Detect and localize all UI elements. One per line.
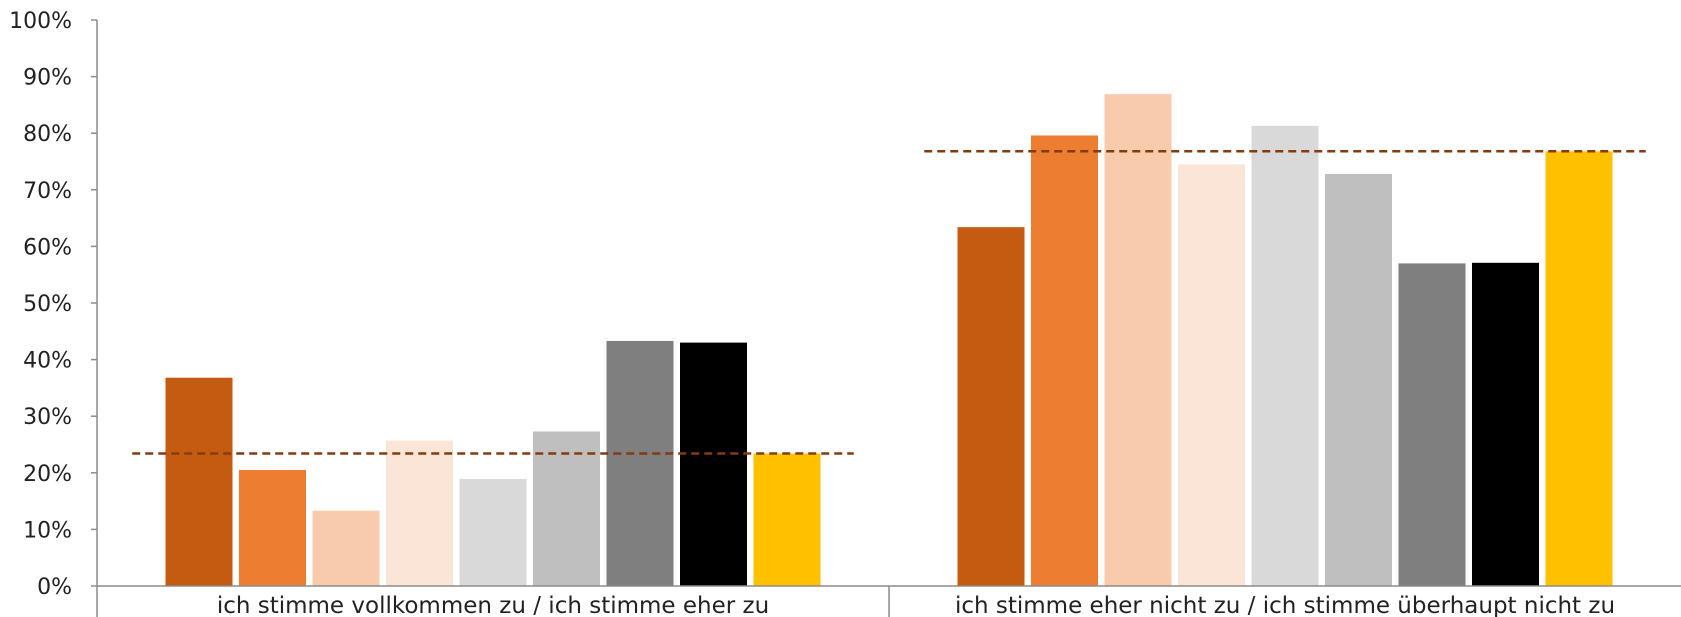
y-tick-label: 100% xyxy=(9,9,72,34)
bar-s7-c2 xyxy=(1398,263,1466,586)
bar-s8-c2 xyxy=(1472,262,1539,586)
bar-s6-c1 xyxy=(533,431,600,586)
bars-layer xyxy=(165,94,1613,587)
x-category-label: ich stimme eher nicht zu / ich stimme üb… xyxy=(955,593,1615,617)
reference-lines-layer xyxy=(132,150,1646,455)
bar-s9-c1 xyxy=(753,453,821,586)
x-category-label: ich stimme vollkommen zu / ich stimme eh… xyxy=(217,593,769,617)
bar-s5-c1 xyxy=(459,479,527,586)
y-tick-label: 10% xyxy=(23,518,72,543)
bar-s2-c2 xyxy=(1031,135,1098,587)
bar-s4-c1 xyxy=(386,440,453,586)
bar-s9-c2 xyxy=(1545,151,1613,586)
y-tick-label: 40% xyxy=(23,349,72,374)
bar-s1-c1 xyxy=(165,377,233,586)
bar-s2-c1 xyxy=(239,469,306,586)
y-tick-label: 30% xyxy=(23,405,72,430)
y-tick-label: 80% xyxy=(23,122,72,147)
y-tick-label: 20% xyxy=(23,462,72,487)
bar-s7-c1 xyxy=(606,340,674,586)
bar-s3-c2 xyxy=(1104,94,1172,586)
bar-s1-c2 xyxy=(957,227,1025,586)
y-tick-label: 90% xyxy=(23,66,72,91)
y-tick-label: 60% xyxy=(23,235,72,260)
y-tick-label: 50% xyxy=(23,292,72,317)
bar-s8-c1 xyxy=(680,342,747,586)
y-tick-label: 0% xyxy=(37,575,72,600)
bar-s4-c2 xyxy=(1178,164,1245,586)
y-tick-label: 70% xyxy=(23,179,72,204)
bar-s5-c2 xyxy=(1251,125,1319,586)
bar-s6-c2 xyxy=(1325,173,1392,586)
axes-layer: 0% 10% 20% 30% 40% 50% 60% 70% 80% 90% 100% ich sti… xyxy=(9,9,1681,617)
bar-s3-c1 xyxy=(312,510,380,586)
